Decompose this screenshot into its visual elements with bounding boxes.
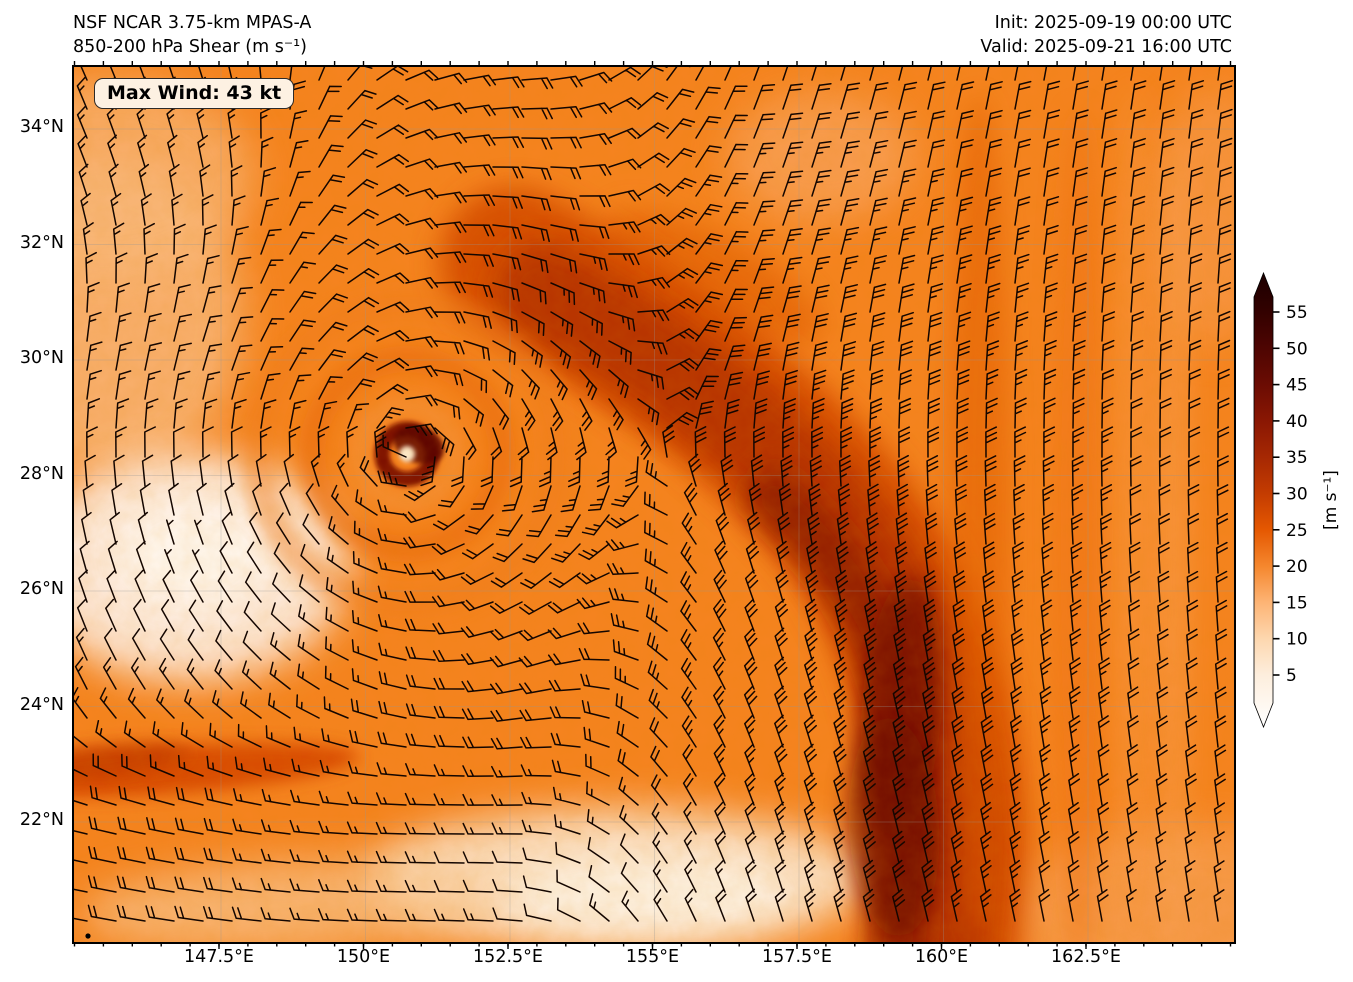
colorbar-tick-label: 40: [1286, 412, 1308, 432]
map-plot: Max Wind: 43 kt: [72, 65, 1236, 944]
y-tick-label: 22°N: [19, 810, 64, 830]
colorbar-tick-label: 10: [1286, 630, 1308, 650]
x-tick-label: 162.5°E: [1051, 947, 1121, 967]
colorbar-tick-label: 45: [1286, 376, 1308, 396]
x-tick-label: 147.5°E: [184, 947, 254, 967]
max-wind-badge: Max Wind: 43 kt: [94, 78, 295, 109]
y-tick-label: 24°N: [19, 694, 64, 715]
y-tick-label: 28°N: [19, 463, 64, 484]
y-tick-label: 34°N: [19, 117, 64, 137]
x-tick-label: 155°E: [625, 947, 680, 967]
colorbar-tick-label: 20: [1286, 557, 1308, 577]
y-tick-label: 26°N: [19, 579, 64, 599]
y-tick-label: 30°N: [19, 348, 64, 368]
colorbar-tick-label: 35: [1286, 448, 1308, 468]
x-tick-label: 160°E: [914, 947, 969, 967]
colorbar-tick-label: 30: [1286, 485, 1308, 505]
x-tick-label: 150°E: [336, 947, 391, 967]
colorbar-units-label: [m s⁻¹]: [1321, 470, 1341, 530]
colorbar: 5 10 15 20 25 30 35 40 45 50 55 [m s⁻¹]: [1248, 265, 1353, 735]
colorbar-svg: 5 10 15 20 25 30 35 40 45 50 55 [m s⁻¹]: [1253, 271, 1341, 729]
title-model: NSF NCAR 3.75-km MPAS-A: [73, 13, 312, 33]
shear-map: [74, 67, 1234, 942]
colorbar-tick-label: 5: [1286, 666, 1297, 686]
colorbar-tick-label: 55: [1286, 303, 1308, 323]
x-tick-label: 157.5°E: [762, 947, 832, 967]
colorbar-tick-label: 15: [1286, 593, 1308, 613]
graticule: [74, 67, 1234, 942]
y-tick-label: 32°N: [19, 232, 64, 253]
wind-barbs: [74, 67, 1233, 922]
x-tick-label: 152.5°E: [473, 947, 543, 967]
title-field: 850-200 hPa Shear (m s⁻¹): [73, 37, 307, 57]
colorbar-bar: [1253, 271, 1274, 729]
valid-time: Valid: 2025-09-21 16:00 UTC: [980, 37, 1232, 57]
init-time: Init: 2025-09-19 00:00 UTC: [994, 13, 1232, 33]
colorbar-tick-label: 25: [1286, 521, 1308, 541]
calm-wind-dot: [85, 933, 91, 939]
colorbar-tick-label: 50: [1286, 339, 1308, 359]
